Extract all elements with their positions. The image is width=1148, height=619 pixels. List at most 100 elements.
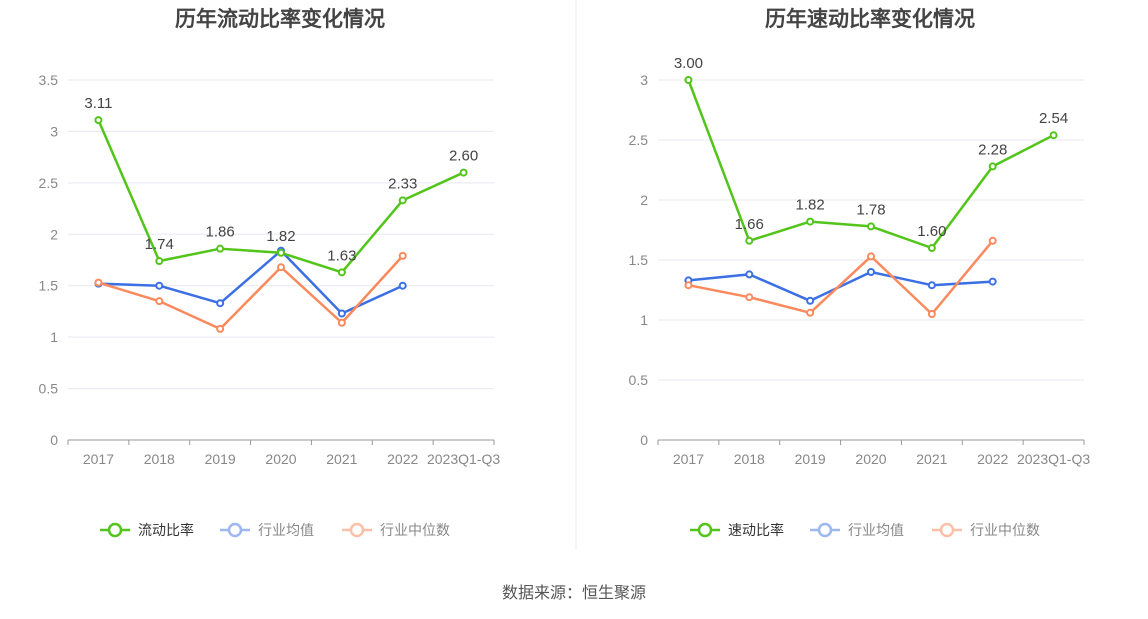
legend-item-avg[interactable]: 行业均值: [810, 522, 904, 538]
data-point-median: [277, 263, 285, 272]
data-point-main: [216, 244, 225, 253]
data-point-main: [1049, 131, 1058, 140]
chart-title: 历年速动比率变化情况: [765, 7, 975, 31]
legend-marker: [107, 522, 123, 538]
legend-label: 流动比率: [138, 522, 194, 538]
data-point-main: [988, 162, 997, 171]
legend-item-main[interactable]: 流动比率: [100, 522, 194, 538]
legend-item-median[interactable]: 行业中位数: [342, 522, 450, 538]
y-tick-label: 1.5: [39, 278, 59, 294]
data-point-avg: [337, 309, 346, 318]
y-tick-label: 2: [640, 192, 648, 208]
x-tick-label: 2019: [205, 451, 236, 467]
data-point-avg: [867, 268, 875, 276]
data-point-main: [94, 116, 103, 125]
x-tick-label: 2020: [855, 451, 886, 467]
y-tick-label: 2.5: [629, 132, 649, 148]
y-tick-label: 2: [50, 226, 58, 242]
data-label: 2.54: [1039, 110, 1068, 127]
data-point-avg: [155, 281, 164, 290]
data-point-main: [398, 196, 407, 205]
data-label: 1.63: [327, 247, 356, 264]
legend-label: 行业中位数: [380, 522, 450, 538]
x-tick-label: 2017: [83, 451, 114, 467]
legend-marker: [939, 522, 955, 538]
data-label: 1.66: [735, 216, 764, 233]
legend-item-median[interactable]: 行业中位数: [932, 522, 1040, 538]
data-label: 1.86: [206, 224, 235, 241]
x-tick-label: 2020: [265, 451, 296, 467]
legend-marker: [227, 522, 243, 538]
x-tick-label: 2021: [916, 451, 947, 467]
data-point-main: [927, 244, 936, 252]
y-tick-label: 0.5: [39, 381, 59, 397]
y-tick-label: 0.5: [629, 372, 649, 388]
legend-marker: [349, 522, 365, 538]
data-point-median: [927, 310, 936, 318]
legend-marker: [697, 522, 713, 538]
data-point-main: [684, 76, 693, 84]
data-label: 1.82: [796, 197, 825, 214]
x-tick-label: 2022: [387, 451, 418, 467]
legend-label: 行业均值: [848, 522, 904, 538]
data-point-avg: [745, 270, 754, 279]
data-label: 2.33: [388, 175, 417, 192]
data-label: 1.60: [917, 223, 946, 240]
data-label: 1.78: [856, 201, 885, 218]
data-point-median: [684, 281, 693, 290]
y-tick-label: 1: [50, 329, 58, 345]
data-point-main: [745, 236, 754, 245]
data-label: 1.82: [266, 228, 295, 245]
data-point-main: [806, 217, 815, 226]
data-label: 1.74: [145, 236, 174, 253]
data-label: 2.28: [978, 141, 1007, 158]
y-tick-label: 0: [50, 432, 58, 448]
series-line-median: [688, 240, 994, 316]
data-point-median: [988, 236, 997, 245]
legend-item-main[interactable]: 速动比率: [690, 522, 784, 538]
data-point-avg: [927, 281, 936, 290]
data-point-median: [155, 297, 164, 306]
y-tick-label: 3.5: [39, 72, 59, 88]
data-point-main: [155, 257, 164, 266]
data-point-main: [337, 268, 346, 277]
series-line-avg: [98, 249, 404, 315]
data-label: 3.11: [84, 95, 112, 112]
x-tick-label: 2023Q1-Q3: [1017, 451, 1090, 467]
data-label: 3.00: [674, 55, 703, 72]
x-tick-label: 2021: [326, 451, 357, 467]
data-point-median: [337, 318, 346, 327]
legend-item-avg[interactable]: 行业均值: [220, 522, 314, 538]
legend-marker: [817, 522, 833, 538]
data-point-median: [867, 252, 875, 261]
x-tick-label: 2018: [734, 451, 765, 467]
data-point-avg: [806, 296, 815, 305]
y-tick-label: 0: [640, 432, 648, 448]
series-line-median: [98, 255, 404, 331]
chart-1: 历年流动比率变化情况 0 0.5 1 1.5 2 2.5 3 3.5 2017 2018 2019 20…: [39, 7, 501, 538]
data-point-median: [216, 324, 225, 333]
data-point-main: [459, 168, 468, 177]
y-tick-label: 1.5: [629, 252, 649, 268]
x-tick-label: 2018: [144, 451, 175, 467]
chart-title: 历年流动比率变化情况: [175, 7, 385, 31]
data-point-main: [867, 222, 875, 231]
data-point-main: [277, 248, 285, 257]
x-tick-label: 2017: [673, 451, 704, 467]
data-point-avg: [398, 281, 407, 290]
y-tick-label: 3: [50, 123, 58, 139]
y-tick-label: 3: [640, 72, 648, 88]
y-tick-label: 1: [640, 312, 648, 328]
legend-label: 行业中位数: [970, 522, 1040, 538]
chart-2: 历年速动比率变化情况 0 0.5 1 1.5 2 2.5 3 2017 2018 2019 2020 2…: [629, 7, 1091, 538]
data-label: 2.60: [449, 148, 478, 165]
data-point-median: [745, 293, 754, 302]
x-tick-label: 2023Q1-Q3: [427, 451, 500, 467]
legend-label: 速动比率: [728, 522, 784, 538]
data-point-avg: [988, 277, 997, 286]
data-point-avg: [216, 299, 225, 308]
y-tick-label: 2.5: [39, 175, 59, 191]
data-point-median: [398, 251, 407, 260]
data-point-median: [94, 278, 103, 287]
